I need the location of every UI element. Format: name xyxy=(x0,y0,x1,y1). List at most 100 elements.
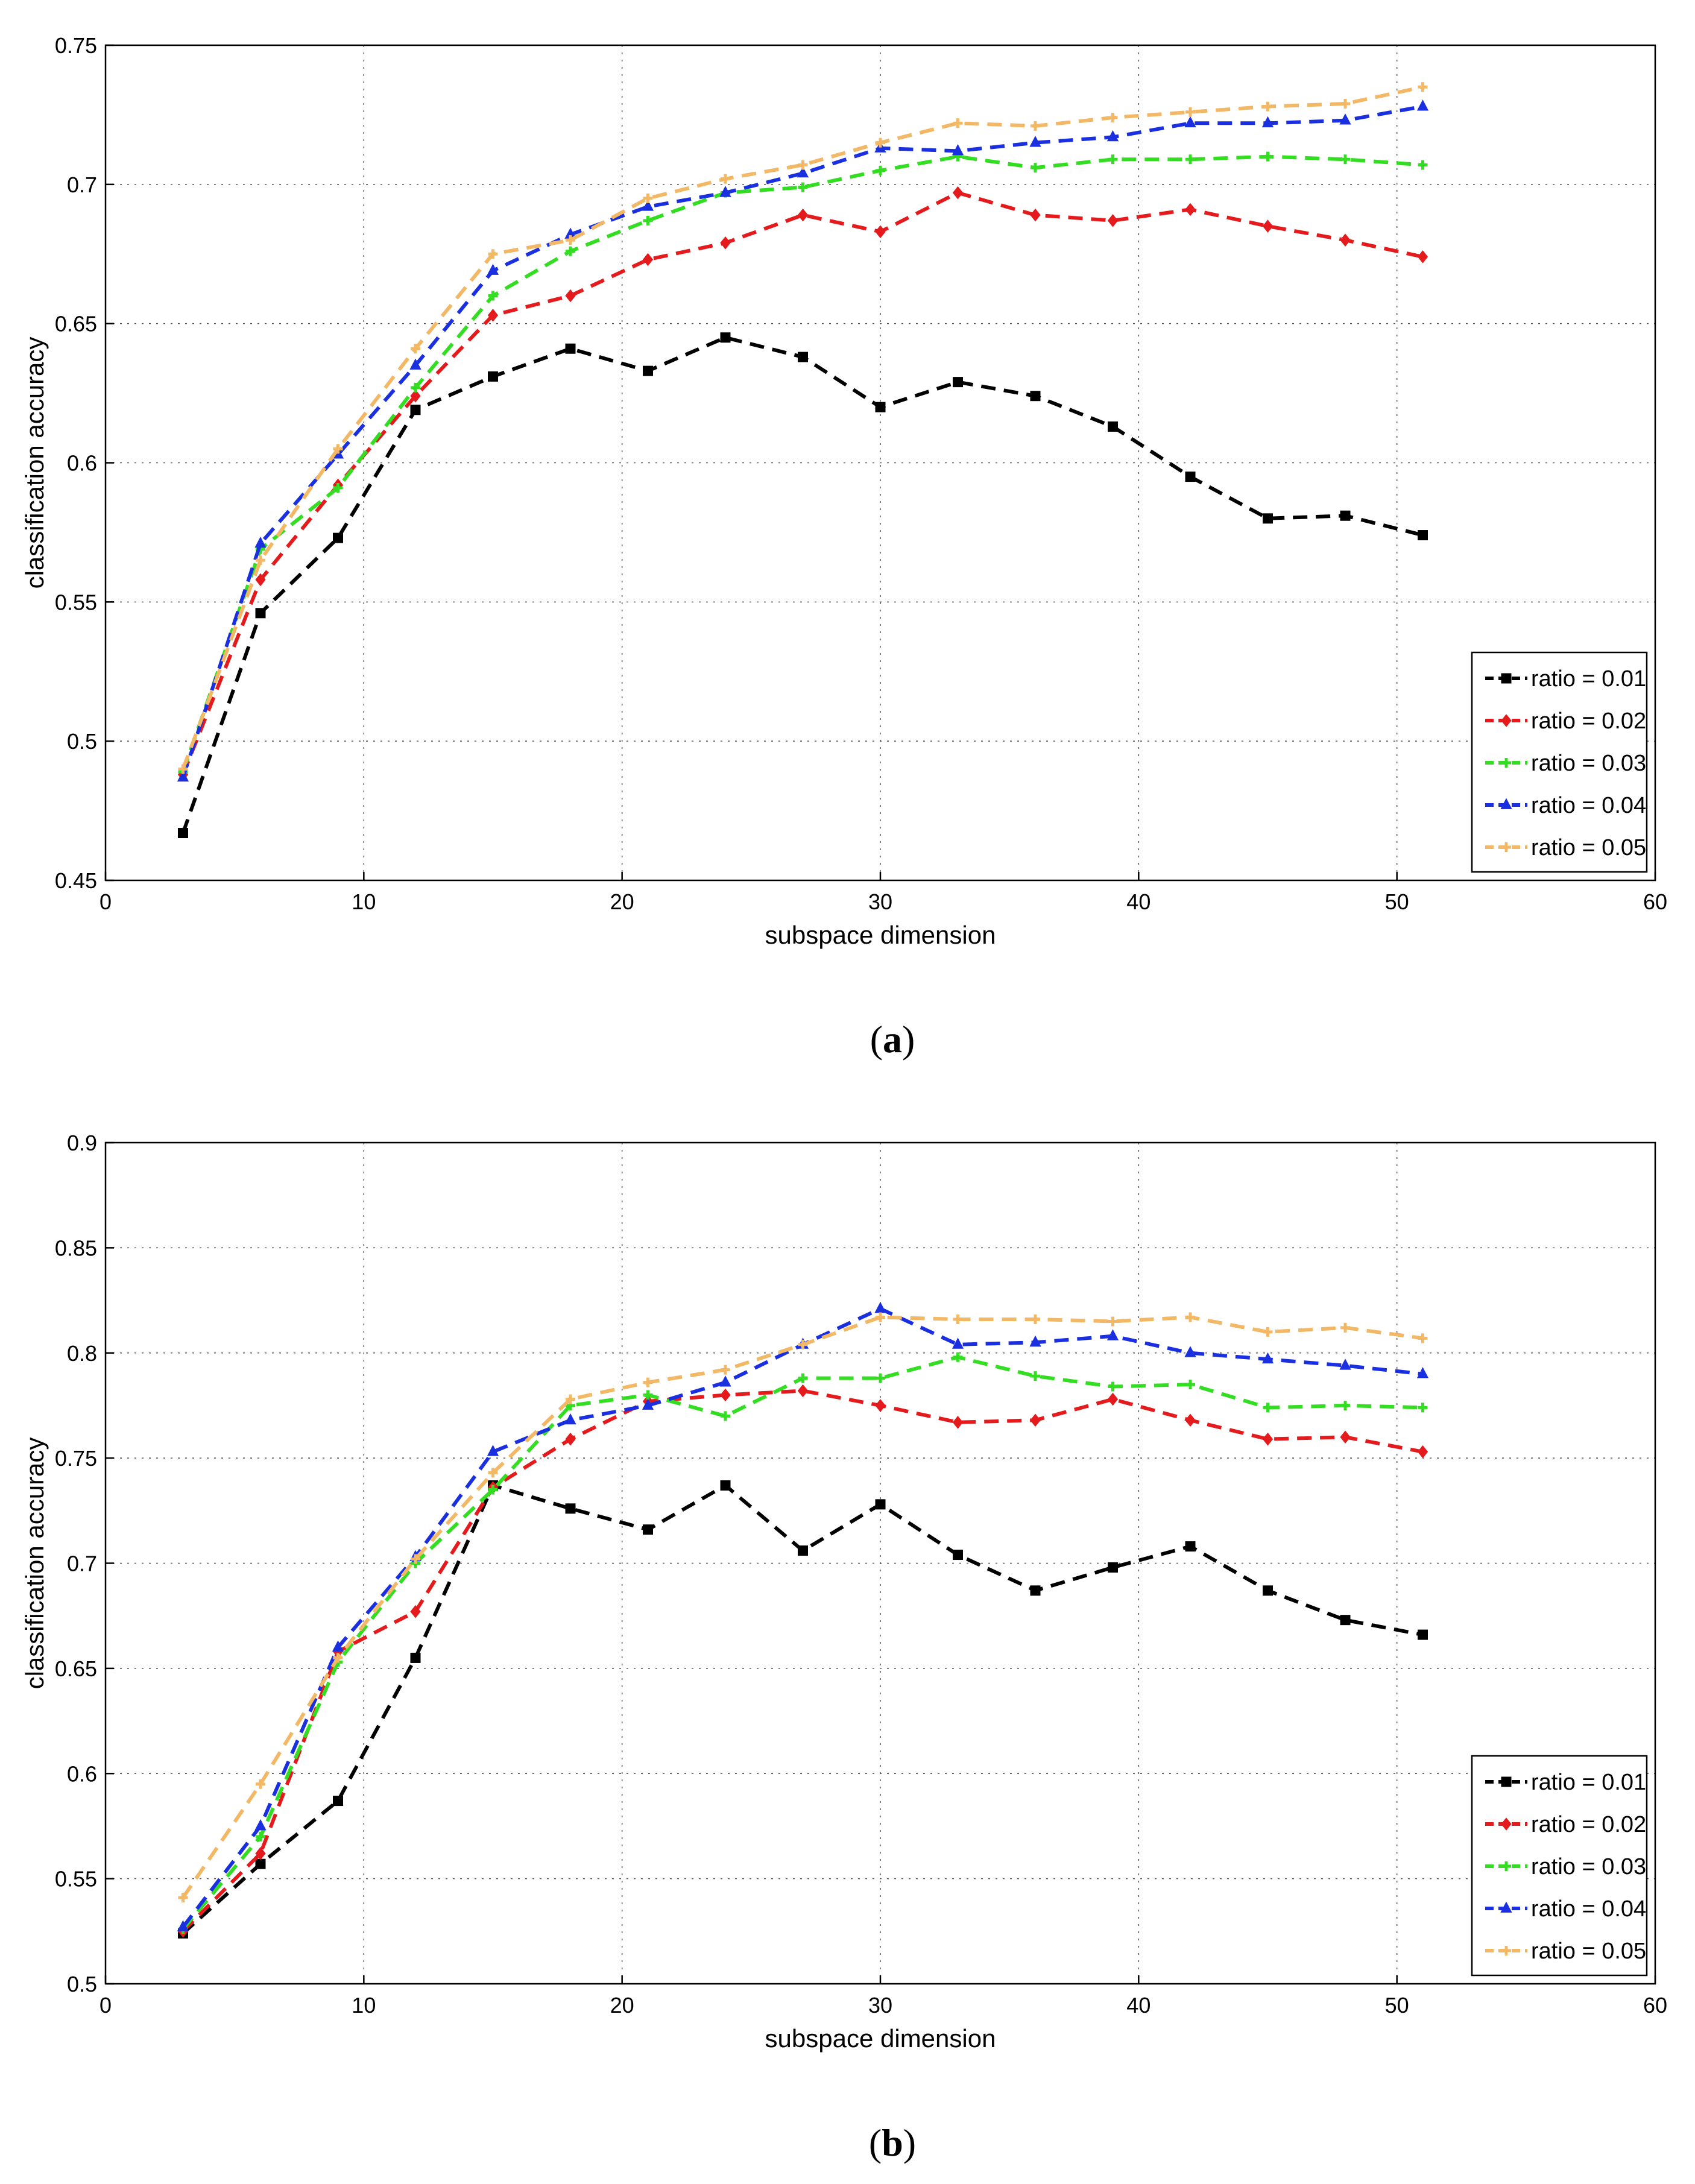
data-point xyxy=(1418,530,1428,541)
data-point xyxy=(1185,1413,1196,1427)
data-point xyxy=(1263,1585,1273,1596)
data-point xyxy=(720,1388,731,1402)
series-layer-a xyxy=(177,82,1429,839)
legend-marker xyxy=(1501,1817,1512,1831)
data-point xyxy=(876,165,885,175)
data-point xyxy=(1185,203,1196,216)
x-tick-label: 50 xyxy=(1385,1993,1409,2018)
data-point xyxy=(875,1499,886,1510)
series-ratio-0-01 xyxy=(178,1480,1428,1939)
legend-label: ratio = 0.04 xyxy=(1531,1896,1646,1922)
data-point xyxy=(178,764,188,774)
series-line xyxy=(181,154,1423,772)
data-point xyxy=(256,555,265,566)
data-point xyxy=(798,1545,808,1556)
data-point xyxy=(876,1373,885,1383)
series-line xyxy=(181,85,1424,770)
data-point xyxy=(875,402,886,412)
legend-item: ratio = 0.04 xyxy=(1485,1896,1646,1922)
data-point xyxy=(1030,1585,1041,1596)
data-point xyxy=(565,289,576,303)
data-point xyxy=(1418,1333,1428,1343)
data-point xyxy=(953,1352,963,1362)
data-point xyxy=(798,1373,808,1383)
legend-marker xyxy=(1500,1901,1512,1913)
series-line xyxy=(181,1307,1423,1928)
legend-item: ratio = 0.03 xyxy=(1485,1854,1646,1879)
data-point xyxy=(488,249,498,259)
chart-panel-b: 0 10 20 30 40 50 60 0.50.550.60.650.70.750.80.… xyxy=(21,1131,1667,2164)
y-tick-label: 0.65 xyxy=(55,312,97,336)
data-point xyxy=(1340,233,1351,247)
data-point xyxy=(332,1640,344,1652)
data-point xyxy=(953,1550,963,1561)
data-point xyxy=(721,1365,730,1375)
data-point xyxy=(410,1605,421,1618)
data-point xyxy=(1107,214,1119,227)
data-point xyxy=(487,264,499,275)
y-axis-label-a: classification accuracy xyxy=(21,337,49,589)
data-point xyxy=(1261,116,1274,128)
data-point xyxy=(566,235,575,245)
data-point xyxy=(876,1312,885,1322)
data-point xyxy=(952,1337,964,1349)
data-point xyxy=(411,1554,420,1564)
data-point xyxy=(254,1819,267,1831)
legend-label: ratio = 0.03 xyxy=(1531,751,1646,776)
legend-label: ratio = 0.03 xyxy=(1531,1854,1646,1879)
data-point xyxy=(1418,1629,1428,1640)
data-point xyxy=(1262,1432,1274,1446)
data-point xyxy=(1340,1430,1351,1444)
x-tick-label: 60 xyxy=(1643,889,1667,914)
data-point xyxy=(565,1503,576,1514)
y-tick-label: 0.85 xyxy=(55,1236,97,1260)
data-point xyxy=(1185,1380,1195,1390)
legend-marker xyxy=(1500,798,1512,809)
series-ratio-0-03 xyxy=(178,151,1428,777)
data-point xyxy=(1106,1329,1119,1340)
data-point xyxy=(1418,82,1428,92)
series-line xyxy=(181,1355,1423,1931)
data-point xyxy=(410,1652,421,1663)
series-ratio-0-05 xyxy=(178,1312,1428,1903)
data-point xyxy=(953,1314,963,1324)
legend-label: ratio = 0.02 xyxy=(1531,709,1646,734)
data-point xyxy=(721,174,730,184)
data-point xyxy=(566,246,575,256)
data-point xyxy=(720,236,731,250)
panel-caption-a: (a) xyxy=(870,1018,915,1061)
legend-marker xyxy=(1501,1861,1511,1871)
series-line xyxy=(181,335,1424,834)
data-point xyxy=(1185,1312,1195,1322)
data-point xyxy=(797,208,809,222)
grid-a xyxy=(106,45,1655,880)
data-point xyxy=(952,1416,964,1429)
legend-marker xyxy=(1501,714,1512,727)
data-point xyxy=(1185,107,1195,117)
data-point xyxy=(178,828,188,839)
data-point xyxy=(1263,101,1273,112)
legend-item: ratio = 0.02 xyxy=(1485,1812,1646,1837)
data-point xyxy=(1031,121,1040,131)
data-point xyxy=(1108,154,1118,165)
y-tick-label: 0.75 xyxy=(55,33,97,58)
data-point xyxy=(1030,391,1041,402)
x-tick-label: 20 xyxy=(610,1993,634,2018)
data-point xyxy=(798,160,808,170)
legend-marker xyxy=(1501,673,1512,684)
data-point xyxy=(1417,1445,1428,1459)
legend-item: ratio = 0.01 xyxy=(1485,666,1646,692)
data-point xyxy=(333,483,343,493)
data-point xyxy=(719,186,731,197)
data-point xyxy=(875,1399,886,1412)
data-point xyxy=(953,377,963,388)
legend-item: ratio = 0.05 xyxy=(1485,835,1646,860)
legend-b: ratio = 0.01 ratio = 0.02 ratio = 0.03 rati… xyxy=(1471,1755,1648,1977)
data-point xyxy=(255,1858,266,1869)
legend-marker xyxy=(1501,1776,1512,1787)
y-tick-label: 0.6 xyxy=(67,1761,97,1786)
x-tick-label: 30 xyxy=(868,889,892,914)
series-layer-b xyxy=(177,1302,1429,1939)
y-tick-label: 0.45 xyxy=(55,868,97,893)
data-point xyxy=(874,1302,886,1313)
